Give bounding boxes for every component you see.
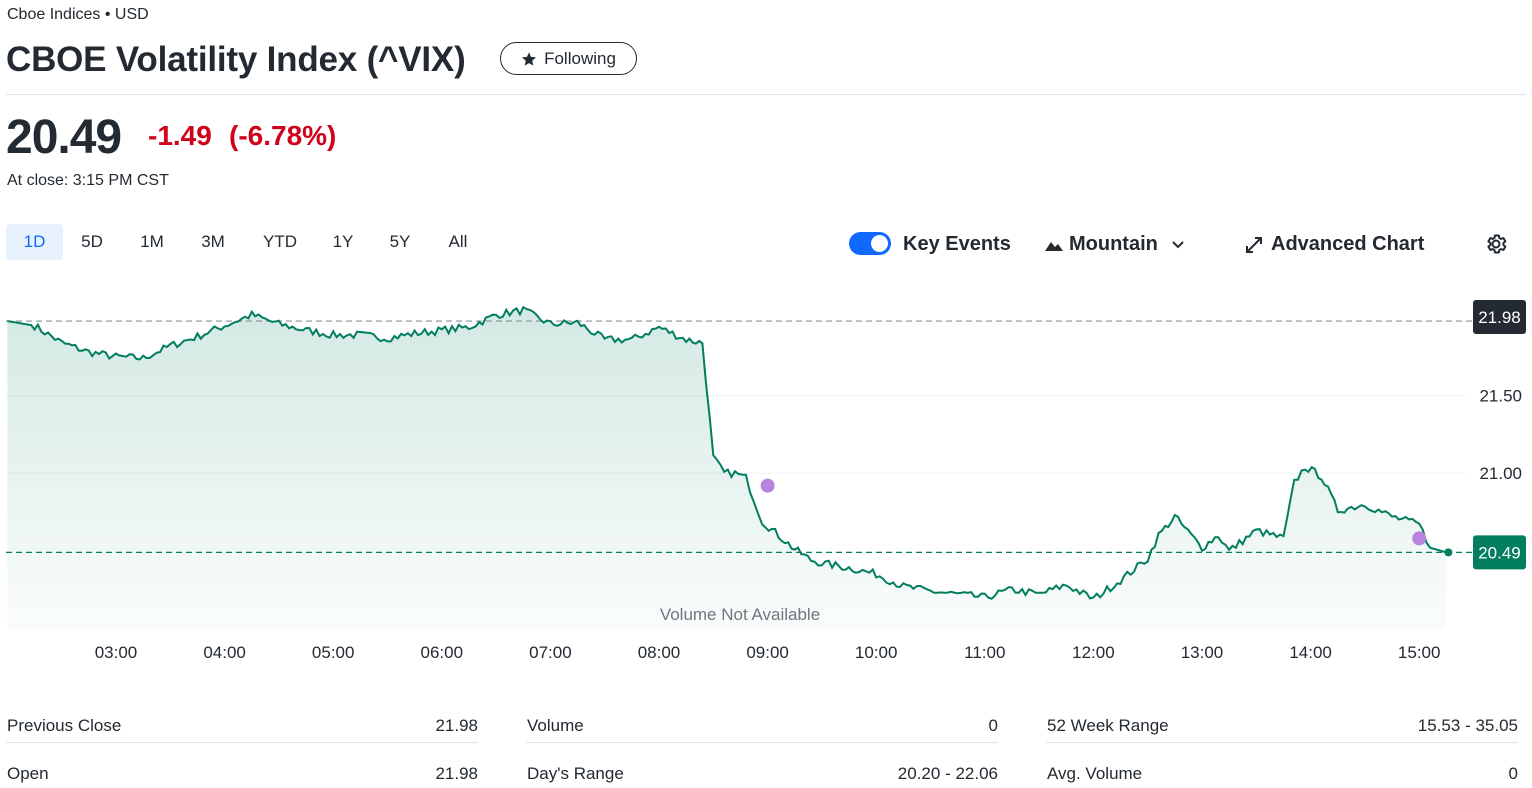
x-tick-label: 07:00 — [529, 643, 572, 662]
key-event-marker[interactable] — [760, 478, 775, 493]
previous-close-value: 21.98 — [1478, 308, 1521, 327]
key-events-label: Key Events — [903, 233, 1011, 255]
range-tab-ytd[interactable]: YTD — [263, 232, 297, 251]
range-tab-1d[interactable]: 1D — [6, 224, 63, 260]
current-price: 20.49 — [6, 111, 122, 164]
stat-days-range-value: 20.20 - 22.06 — [897, 764, 998, 783]
last-price-dot — [1444, 548, 1453, 557]
stat-previous-close-value: 21.98 — [435, 716, 478, 735]
x-tick-label: 13:00 — [1181, 643, 1224, 662]
key-event-marker[interactable] — [1412, 531, 1427, 546]
stat-previous-close-label: Previous Close — [7, 716, 122, 735]
range-tab-1y[interactable]: 1Y — [332, 232, 354, 251]
stat-divider — [526, 742, 998, 743]
x-tick-label: 04:00 — [203, 643, 246, 662]
range-tab-1m[interactable]: 1M — [140, 232, 164, 251]
y-axis-ticks: 21.50 21.00 — [1479, 387, 1522, 484]
last-price-tag: 20.49 — [1473, 535, 1526, 570]
chevron-down-icon — [1172, 240, 1184, 248]
x-tick-label: 15:00 — [1398, 643, 1441, 662]
advanced-chart-button[interactable]: Advanced Chart — [1245, 233, 1424, 256]
range-tab-5y[interactable]: 5Y — [389, 232, 411, 251]
following-label: Following — [544, 48, 616, 68]
stat-volume-label: Volume — [527, 716, 584, 735]
advanced-chart-label: Advanced Chart — [1271, 233, 1425, 255]
x-tick-label: 08:00 — [638, 643, 681, 662]
price-line — [7, 305, 1447, 600]
stat-avg-volume-label: Avg. Volume — [1047, 764, 1143, 783]
close-time: At close: 3:15 PM CST — [7, 172, 169, 189]
x-tick-label: 05:00 — [312, 643, 355, 662]
price-change: -1.49 — [148, 120, 212, 151]
gear-icon[interactable] — [1484, 232, 1508, 256]
mountain-icon — [1045, 241, 1063, 251]
stat-days-range-label: Day's Range — [527, 764, 624, 783]
stat-divider — [6, 742, 478, 743]
x-tick-label: 12:00 — [1072, 643, 1115, 662]
volume-note: Volume Not Available — [660, 605, 820, 624]
stat-52w-range-value: 15.53 - 35.05 — [1417, 716, 1518, 735]
x-axis-ticks: 03:00 04:00 05:00 06:00 07:00 08:00 09:00 10:00… — [95, 643, 1441, 662]
chart-type-label: Mountain — [1069, 233, 1158, 255]
following-button[interactable]: Following — [500, 42, 637, 75]
x-tick-label: 11:00 — [964, 643, 1005, 662]
price-area — [7, 307, 1447, 630]
x-tick-label: 14:00 — [1289, 643, 1332, 662]
range-tab-all[interactable]: All — [448, 232, 468, 251]
price-change-percent: (-6.78%) — [229, 120, 337, 151]
page-title: CBOE Volatility Index (^VIX) — [6, 40, 466, 79]
toggle-knob — [871, 235, 888, 252]
x-tick-label: 03:00 — [95, 643, 138, 662]
range-tab-3m[interactable]: 3M — [201, 232, 225, 251]
x-tick-label: 10:00 — [855, 643, 898, 662]
expand-icon — [1246, 236, 1262, 253]
stat-volume-value: 0 — [988, 716, 998, 735]
stat-open-label: Open — [7, 764, 49, 783]
x-tick-label: 06:00 — [421, 643, 464, 662]
stat-open-value: 21.98 — [435, 764, 478, 783]
stat-52w-range-label: 52 Week Range — [1047, 716, 1169, 735]
key-events-markers — [760, 478, 1453, 557]
y-tick-label: 21.00 — [1479, 464, 1522, 483]
x-tick-label: 09:00 — [746, 643, 789, 662]
chart-type-dropdown[interactable]: Mountain — [1045, 233, 1186, 256]
previous-close-tag: 21.98 — [1473, 300, 1526, 334]
range-tab-5d[interactable]: 5D — [81, 232, 103, 251]
last-price-value: 20.49 — [1478, 543, 1521, 562]
exchange-label: Cboe Indices • USD — [7, 6, 149, 23]
y-tick-label: 21.50 — [1479, 387, 1522, 406]
stat-avg-volume-value: 0 — [1508, 764, 1518, 783]
price-chart[interactable]: 21.50 21.00 03:00 04:00 05:00 06:00 07:00 08:0… — [0, 290, 1532, 670]
stat-divider — [1046, 742, 1518, 743]
key-events-toggle[interactable] — [849, 232, 891, 255]
header-divider — [6, 94, 1526, 95]
star-icon — [522, 51, 537, 66]
